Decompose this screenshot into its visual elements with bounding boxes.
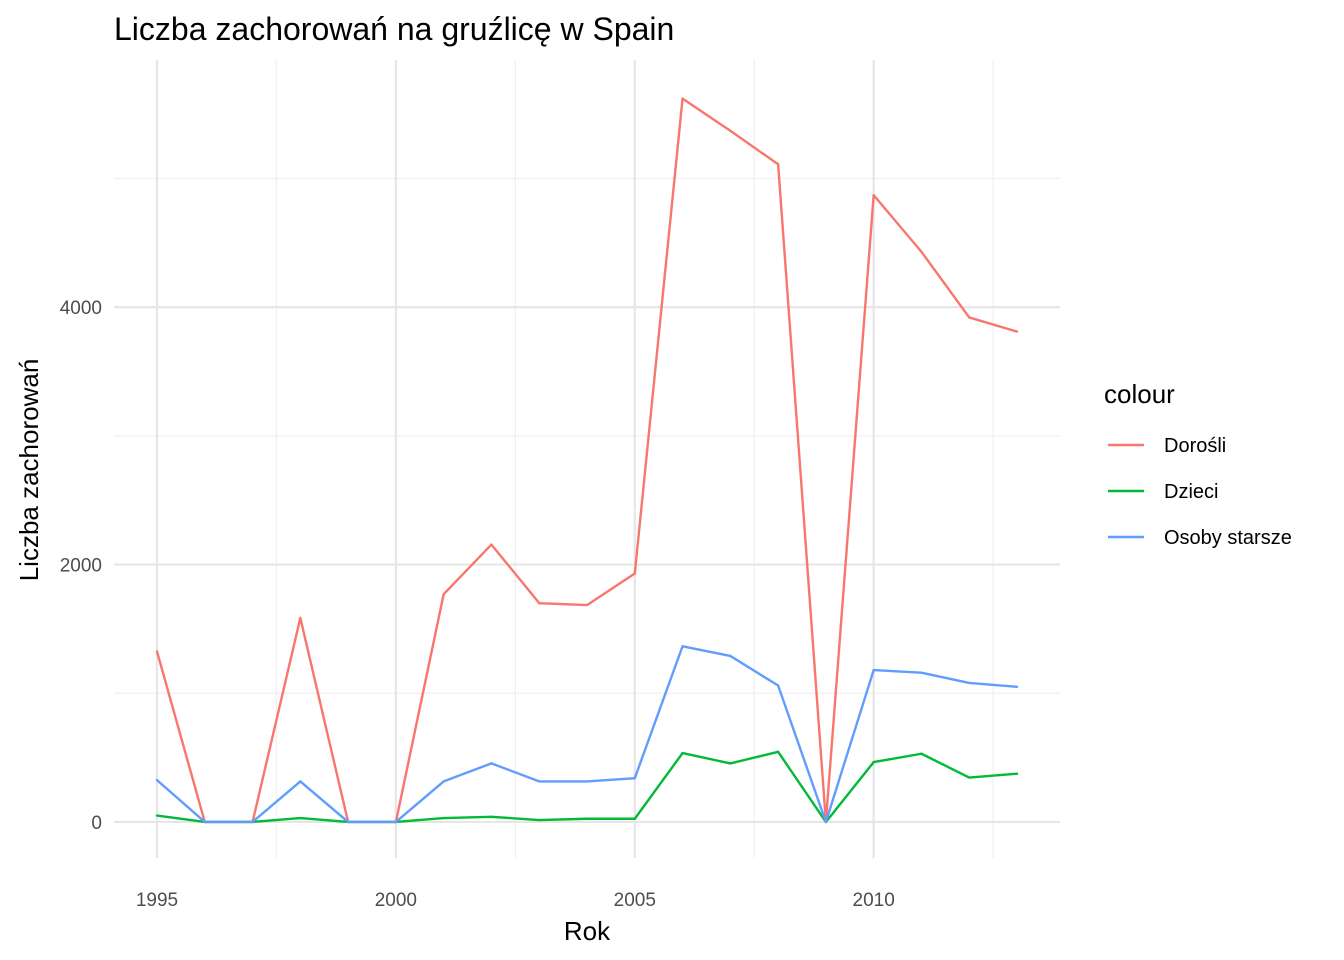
y-tick-label: 2000 xyxy=(60,556,102,577)
x-tick-label: 2000 xyxy=(375,890,417,911)
series-line-dorośli xyxy=(155,97,1018,824)
data-point xyxy=(585,780,589,783)
legend-label: Osoby starsze xyxy=(1164,527,1292,549)
data-point xyxy=(346,820,350,824)
data-point xyxy=(729,654,732,658)
data-point xyxy=(633,817,636,820)
data-point xyxy=(681,97,684,100)
data-point xyxy=(1015,772,1019,775)
data-point xyxy=(299,816,302,820)
data-point xyxy=(538,818,541,822)
data-point xyxy=(442,816,445,820)
data-point xyxy=(490,762,493,765)
data-point xyxy=(442,592,445,596)
series-line-dzieci xyxy=(156,750,1018,824)
legend-title: colour xyxy=(1104,379,1175,409)
data-point xyxy=(729,129,732,132)
data-point xyxy=(585,817,589,820)
y-axis-title: Liczba zachorowań xyxy=(14,359,44,582)
y-tick-label: 0 xyxy=(91,813,102,834)
data-point xyxy=(920,752,923,755)
y-axis-ticks: 0 2000 4000 xyxy=(60,298,102,834)
data-point xyxy=(824,820,828,824)
y-tick-label: 4000 xyxy=(60,298,102,319)
data-point xyxy=(968,316,971,319)
chart-title: Liczba zachorowań na gruźlicę w Spain xyxy=(114,11,674,47)
data-point xyxy=(776,163,780,166)
data-point xyxy=(442,780,445,783)
legend-label: Dorośli xyxy=(1164,435,1226,457)
data-point xyxy=(633,777,636,780)
data-point xyxy=(872,668,875,672)
data-point xyxy=(872,193,875,197)
data-point xyxy=(538,601,541,605)
data-point xyxy=(299,616,302,620)
data-point xyxy=(920,671,923,674)
data-point xyxy=(872,760,875,764)
data-point xyxy=(538,780,541,783)
data-point xyxy=(203,820,206,824)
data-point xyxy=(155,778,159,782)
data-point xyxy=(681,645,684,648)
x-tick-label: 2005 xyxy=(614,890,656,911)
legend-label: Dzieci xyxy=(1164,481,1218,503)
legend: colour Dorośli Dzieci Osoby starsze xyxy=(1104,379,1292,549)
data-point xyxy=(776,750,780,754)
data-point xyxy=(1015,330,1019,333)
data-point xyxy=(920,250,923,253)
data-point xyxy=(585,603,589,607)
data-point xyxy=(729,762,732,765)
data-point xyxy=(155,814,159,817)
data-point xyxy=(681,751,684,755)
data-point xyxy=(251,820,254,824)
data-point xyxy=(633,572,636,575)
data-point xyxy=(776,684,780,687)
data-point xyxy=(968,776,971,779)
data-point xyxy=(968,681,971,685)
plot-grid xyxy=(114,60,1060,858)
data-point xyxy=(1015,685,1019,689)
data-point xyxy=(490,543,493,546)
data-point xyxy=(299,780,302,783)
x-axis-ticks: 1995 2000 2005 2010 xyxy=(136,890,895,911)
series-lines xyxy=(155,97,1019,824)
data-point xyxy=(490,815,493,819)
x-tick-label: 2010 xyxy=(853,890,895,911)
data-point xyxy=(394,820,398,824)
x-tick-label: 1995 xyxy=(136,890,178,911)
x-axis-title: Rok xyxy=(564,916,611,946)
series-line-osoby-starsze xyxy=(156,645,1018,824)
data-point xyxy=(155,650,159,653)
